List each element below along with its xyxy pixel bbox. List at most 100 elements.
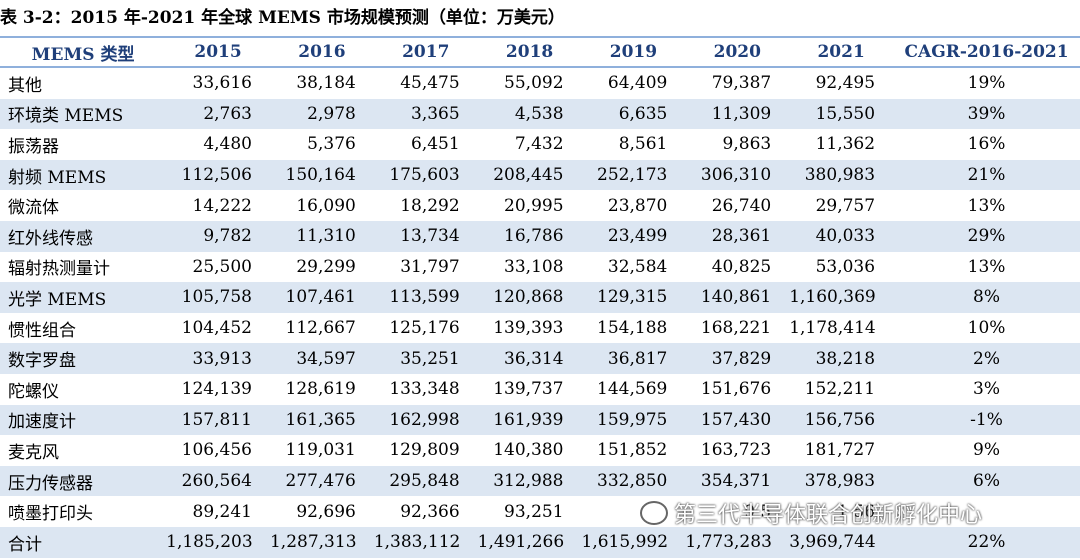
table-row: 加速度计 157,811 161,365 162,998 161,939 159,975 1…	[0, 404, 1080, 436]
value-cell: 157,430	[685, 404, 790, 436]
column-header: 2019	[581, 36, 686, 68]
value-cell: 295,848	[373, 465, 478, 497]
row-label: 合计	[0, 526, 167, 558]
table-row: 其他 33,616 38,184 45,475 55,092 64,409 79,387 92…	[0, 67, 1080, 99]
value-cell: 36,817	[581, 343, 686, 374]
wechat-icon	[640, 501, 668, 525]
value-cell: 6,635	[581, 98, 686, 130]
value-cell: 378,983	[789, 465, 894, 497]
table-row: 光学 MEMS 105,758 107,461 113,599 120,868 129,3…	[0, 282, 1080, 313]
value-cell: 33,108	[504, 256, 564, 277]
value-cell: 23,499	[581, 220, 686, 252]
value-cell: 119,031	[285, 440, 356, 461]
column-header: CAGR-2016-2021	[893, 36, 1080, 68]
value-cell: 29,299	[296, 256, 356, 277]
value-cell: 112,667	[285, 318, 356, 339]
value-cell: 92,495	[815, 73, 876, 94]
value-cell: 159,975	[581, 404, 686, 436]
cagr-cell: 19%	[967, 73, 1006, 94]
watermark: 第三代半导体联合创新孵化中心	[640, 497, 982, 529]
value-cell: 3,365	[373, 98, 478, 130]
row-label: 射频 MEMS	[0, 159, 167, 191]
row-label: 加速度计	[0, 404, 167, 436]
value-cell: 14,222	[192, 195, 252, 216]
row-label: 陀螺仪	[8, 381, 59, 402]
watermark-text: 第三代半导体联合创新孵化中心	[674, 503, 983, 528]
value-cell: 1,491,266	[477, 526, 582, 558]
table-row: 环境类 MEMS 2,763 2,978 3,365 4,538 6,635 11,309 1…	[0, 98, 1080, 130]
value-cell: 11,310	[269, 220, 374, 252]
row-label: 辐射热测量计	[8, 259, 110, 280]
row-label: 微流体	[8, 198, 59, 219]
value-cell: 175,603	[373, 159, 478, 191]
value-cell: 40,825	[711, 256, 772, 277]
value-cell: 20,995	[504, 195, 564, 216]
value-cell: 139,737	[493, 379, 564, 400]
value-cell: 260,564	[166, 465, 270, 497]
value-cell: 156,756	[789, 404, 894, 436]
column-header: 2016	[269, 36, 374, 68]
value-cell: 161,939	[477, 404, 582, 436]
row-label: 数字罗盘	[0, 343, 167, 374]
value-cell: 1,287,313	[269, 526, 374, 558]
value-cell: 354,371	[685, 465, 790, 497]
value-cell: 107,461	[269, 282, 374, 313]
value-cell: 124,139	[181, 379, 252, 400]
value-cell: 40,033	[789, 220, 894, 252]
cagr-cell: 16%	[967, 134, 1006, 155]
value-cell: 7,432	[514, 134, 564, 155]
value-cell: 11,362	[815, 134, 876, 155]
value-cell: 140,380	[493, 440, 564, 461]
row-label: 振荡器	[8, 136, 59, 157]
table-row: 射频 MEMS 112,506 150,164 175,603 208,445 252,1…	[0, 159, 1080, 191]
value-cell: 162,998	[373, 404, 478, 436]
value-cell: 9,782	[166, 220, 270, 252]
cagr-cell: 21%	[893, 159, 1080, 191]
cagr-cell: 9%	[973, 440, 1001, 461]
value-cell: 140,861	[685, 282, 790, 313]
value-cell: 34,597	[269, 343, 374, 374]
value-cell: 380,983	[789, 159, 894, 191]
value-cell: 16,786	[477, 220, 582, 252]
value-cell: 152,211	[804, 379, 876, 400]
value-cell: 4,538	[477, 98, 582, 130]
row-label: 红外线传感	[0, 220, 167, 252]
table-row: 惯性组合 104,452 112,667 125,176 139,393 154,188 1…	[0, 313, 1080, 344]
table-row: 压力传感器 260,564 277,476 295,848 312,988 332,850…	[0, 465, 1080, 497]
value-cell: 64,409	[607, 73, 668, 94]
value-cell: 33,913	[166, 343, 270, 374]
row-label: 其他	[8, 75, 42, 96]
value-cell: 36,314	[477, 343, 582, 374]
value-cell: 33,616	[192, 73, 252, 94]
cagr-cell: 6%	[893, 465, 1080, 497]
value-cell: 133,348	[389, 379, 460, 400]
value-cell: 106,456	[181, 440, 252, 461]
value-cell: 163,723	[700, 440, 772, 461]
cagr-cell: 13%	[967, 256, 1006, 277]
cagr-cell: 39%	[893, 98, 1080, 130]
value-cell: 151,852	[597, 440, 668, 461]
column-header: 2015	[166, 36, 270, 68]
value-cell: 129,315	[581, 282, 686, 313]
value-cell: 26,740	[711, 195, 772, 216]
value-cell: 31,797	[400, 256, 460, 277]
table-row: 陀螺仪 124,139 128,619 133,348 139,737 144,569 15…	[0, 374, 1080, 405]
value-cell: 112,506	[166, 159, 270, 191]
value-cell: 1 56	[837, 501, 876, 522]
row-label: 压力传感器	[0, 465, 167, 497]
cagr-cell: 13%	[967, 195, 1006, 216]
value-cell: 151,676	[700, 379, 772, 400]
value-cell: 2,763	[166, 98, 270, 130]
value-cell: 208,445	[477, 159, 582, 191]
value-cell: 29,757	[815, 195, 876, 216]
header-row: MEMS 类型 2015 2016 2017 2018 2019 2020 20…	[0, 36, 1080, 68]
value-cell: 157,811	[166, 404, 270, 436]
row-label: 麦克风	[8, 442, 59, 463]
value-cell: 312,988	[477, 465, 582, 497]
row-label: 环境类 MEMS	[0, 98, 167, 130]
table-row: 合计 1,185,203 1,287,313 1,383,112 1,491,266 1,…	[0, 526, 1080, 558]
row-label: 喷墨打印头	[8, 504, 93, 525]
column-header: MEMS 类型	[0, 36, 167, 68]
cagr-cell: 2%	[893, 343, 1080, 374]
value-cell: 1,615,992	[581, 526, 686, 558]
